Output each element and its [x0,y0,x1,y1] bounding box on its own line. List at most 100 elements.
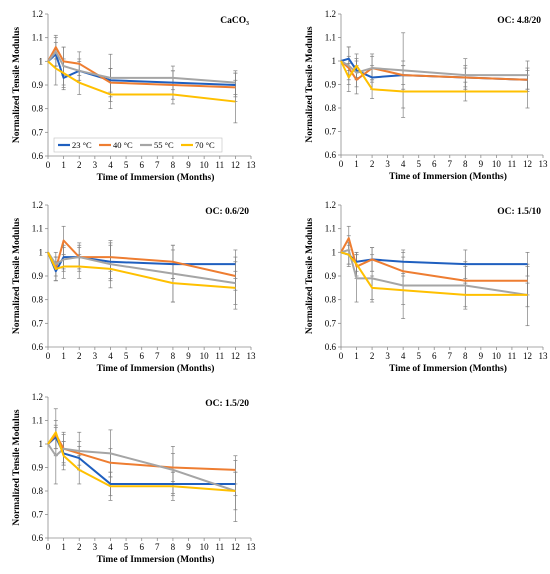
x-tick-label: 2 [370,351,375,361]
x-tick-label: 5 [416,351,421,361]
y-tick-label: 0.7 [325,127,337,137]
y-tick-label: 0.9 [32,80,44,90]
y-axis-title: Normalized Tensile Modulus [305,218,315,334]
x-tick-label: 8 [463,159,468,169]
x-tick-label: 13 [247,351,257,361]
series-line-55c [47,443,236,492]
y-tick-label: 0.9 [325,80,337,90]
series-line-70c [340,251,528,296]
series-line-55c [340,248,528,296]
y-tick-label: 1.2 [32,200,43,210]
x-tick-label: 10 [200,542,210,552]
x-tick-label: 7 [155,160,160,170]
x-tick-label: 13 [539,351,549,361]
x-tick-label: 13 [247,160,257,170]
y-axis-title: Normalized Tensile Modulus [12,218,22,334]
x-tick-label: 12 [523,159,532,169]
x-tick-label: 5 [124,542,129,552]
series-line-23c [340,251,528,266]
x-tick-label: 8 [171,542,176,552]
x-tick-label: 3 [385,351,390,361]
error-bars-series-3 [53,37,238,102]
legend-label: 55 °C [154,140,174,150]
y-axis-title: Normalized Tensile Modulus [12,27,22,143]
x-tick-label: 10 [492,159,502,169]
panel-title: OC: 0.6/20 [205,207,249,217]
x-tick-label: 6 [139,542,144,552]
y-tick-label: 1 [332,247,337,257]
series-line-70c [47,60,236,103]
error-bars-series-3 [53,240,238,310]
series-line-55c [47,251,236,285]
x-tick-label: 2 [77,542,82,552]
legend: 23 °C 40 °C 55 °C 70 °C [53,137,223,153]
x-tick-label: 12 [231,160,240,170]
x-tick-label: 3 [93,160,98,170]
error-bars-series-1 [53,42,238,98]
x-tick-label: 9 [479,351,484,361]
panel-title: OC: 1.5/20 [205,399,249,409]
x-tick-label: 10 [200,351,210,361]
chart-panel-4: 0.60.70.80.911.11.20 1 2 3 4 5 6 7 8 9 10 11 12 13Tim… [305,200,548,374]
x-tick-label: 5 [124,160,129,170]
series-line-70c [340,60,528,93]
x-tick-label: 12 [231,542,240,552]
y-tick-label: 0.6 [32,151,44,161]
x-tick-label: 6 [432,351,437,361]
chart-panel-3: 0.60.70.80.911.11.20 1 2 3 4 5 6 7 8 9 10 11 12 13Tim… [12,200,256,374]
y-tick-label: 0.9 [325,271,337,281]
series-line-70c [47,251,236,289]
x-tick-label: 13 [247,542,257,552]
y-tick-label: 1.1 [32,224,43,234]
x-axis-title: Time of Immersion (Months) [97,554,215,565]
x-tick-label: 11 [508,351,517,361]
x-tick-label: 5 [124,351,129,361]
x-tick-label: 10 [492,351,502,361]
y-tick-label: 1.2 [32,9,43,19]
series-line-70c [47,431,236,492]
series-line-40c [340,237,528,282]
x-tick-label: 0 [339,159,344,169]
x-tick-label: 1 [354,351,359,361]
x-tick-label: 1 [354,159,359,169]
x-axis-title: Time of Immersion (Months) [97,172,215,183]
y-tick-label: 0.8 [32,104,44,114]
x-tick-label: 9 [186,160,191,170]
x-axis-title: Time of Immersion (Months) [389,171,507,182]
y-tick-label: 1.2 [325,200,336,210]
x-tick-label: 5 [416,159,421,169]
error-bars-series-4 [346,53,530,118]
series-line-40c [47,433,236,471]
x-tick-label: 0 [46,542,51,552]
y-tick-label: 0.6 [32,342,44,352]
x-tick-label: 2 [77,160,82,170]
error-bars-series-4 [346,242,530,308]
series-line-55c [340,60,528,77]
x-tick-label: 6 [139,351,144,361]
series-line-55c [47,50,236,84]
error-bars-series-1 [346,244,530,279]
chart-panel-5: 0.60.70.80.911.11.20 1 2 3 4 5 6 7 8 9 10 11 12 13Tim… [12,392,256,565]
x-tick-label: 11 [215,351,224,361]
x-tick-label: 4 [401,351,406,361]
y-tick-label: 0.7 [325,318,337,328]
legend-label: 40 °C [113,140,133,150]
x-axis-title: Time of Immersion (Months) [97,363,215,374]
x-tick-label: 2 [77,351,82,361]
y-tick-label: 0.9 [32,463,44,473]
chart-panel-2: 0.60.70.80.911.11.20 1 2 3 4 5 6 7 8 9 10 11 12 13Tim… [305,9,548,182]
x-tick-label: 3 [93,351,98,361]
y-tick-label: 0.8 [325,295,337,305]
y-tick-label: 0.6 [325,342,337,352]
error-bars-series-3 [346,32,530,109]
error-bars-series-2 [53,34,238,102]
y-tick-label: 0.7 [32,510,44,520]
y-tick-label: 0.7 [32,318,44,328]
y-tick-label: 0.6 [32,533,44,543]
chart-panel-1: 0.60.70.80.911.11.20 1 2 3 4 5 6 7 8 9 10 11 12 13Tim… [12,9,256,183]
error-bars-series-3 [53,427,238,522]
x-tick-label: 3 [93,542,98,552]
y-axis-title: Normalized Tensile Modulus [12,409,22,525]
y-tick-label: 1.1 [32,416,43,426]
